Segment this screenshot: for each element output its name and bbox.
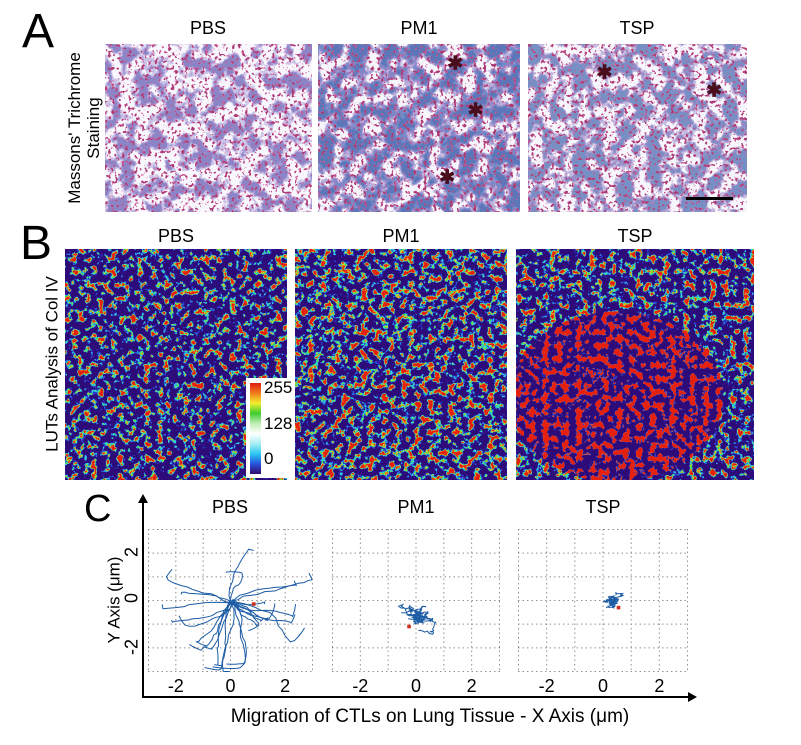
migration-track: [233, 600, 260, 632]
asterisk-marker: ✱: [439, 167, 456, 189]
x-tick-label: 2: [654, 676, 665, 696]
a-image-pm1: ✱ ✱ ✱: [318, 44, 520, 212]
x-tick-label: -2: [352, 676, 369, 696]
migration-track: [166, 568, 233, 603]
migration-track: [232, 602, 264, 622]
y-tick-2: 2: [121, 546, 142, 558]
x-axis-line: [142, 696, 690, 698]
c-plot-pbs: -2 0 2: [148, 529, 313, 696]
x-tick-label: 0: [597, 676, 608, 696]
migration-track: [397, 603, 418, 619]
panel-c-letter: C: [84, 488, 112, 530]
migration-track: [411, 616, 425, 624]
panel-a-letter: A: [22, 5, 55, 58]
c-plot-tsp: -2 0 2: [518, 529, 688, 696]
migration-track: [231, 601, 258, 627]
x-axis-arrow-icon: [688, 692, 697, 702]
colorbar-label-min: 0: [264, 449, 274, 468]
migration-track: [613, 597, 620, 602]
b-image-tsp: [516, 249, 754, 480]
panel-c-title-pbs: PBS: [211, 497, 249, 517]
colorbar-label-max: 255: [264, 378, 293, 397]
migration-track: [225, 571, 243, 603]
a-image-tsp: ✱ ✱: [528, 44, 747, 212]
colorbar-gradient: [250, 383, 261, 474]
x-tick-label: -2: [167, 676, 184, 696]
y-axis-line: [142, 503, 144, 698]
migration-track: [233, 573, 313, 602]
migration-track: [413, 605, 427, 616]
track-plot-svg: [518, 529, 688, 672]
asterisk-marker: ✱: [447, 53, 464, 75]
migration-track: [228, 548, 254, 601]
panel-c-title-tsp: TSP: [585, 497, 621, 517]
panel-a-title-tsp: TSP: [619, 18, 655, 38]
panel-b-side-label: LUTs Analysis of Col IV: [42, 276, 62, 452]
x-tick-label: 0: [225, 676, 236, 696]
asterisk-marker: ✱: [706, 80, 723, 102]
migration-track: [603, 600, 609, 603]
panel-b-letter: B: [20, 217, 53, 270]
panel-b-title-pm1: PM1: [382, 226, 420, 246]
migration-track: [195, 600, 235, 647]
panel-c-title-pm1: PM1: [397, 497, 435, 517]
migration-track: [226, 599, 246, 665]
migration-track: [204, 602, 231, 671]
panel-b-title-tsp: TSP: [617, 226, 653, 246]
asterisk-marker: ✱: [467, 100, 484, 122]
a-image-pbs: [105, 44, 312, 212]
migration-track: [214, 600, 231, 667]
red-marker: [616, 605, 621, 610]
x-axis-label: Migration of CTLs on Lung Tissue - X Axi…: [230, 706, 630, 727]
migration-track: [231, 599, 296, 624]
red-marker: [251, 602, 256, 606]
track-plot-svg: [332, 529, 500, 672]
migration-track: [171, 601, 235, 623]
colorbar-label-mid: 128: [264, 414, 293, 433]
colorbar: 255 128 0: [246, 378, 294, 478]
x-tick-label: 2: [280, 676, 291, 696]
y-tick-0: 0: [121, 592, 142, 604]
c-plot-pm1: -2 0 2: [332, 529, 500, 696]
migration-track: [609, 599, 617, 602]
migration-track: [234, 601, 306, 643]
panel-a-title-pm1: PM1: [400, 18, 438, 38]
migration-track: [204, 602, 234, 650]
b-image-pm1: [295, 249, 507, 480]
red-marker: [407, 624, 411, 629]
panel-a-side-label: Massons' Trichrome Staining: [65, 52, 103, 204]
b-image-pbs: [65, 249, 287, 480]
y-tick-m2: -2: [121, 638, 142, 656]
x-tick-label: 0: [410, 676, 421, 696]
x-tick-label: -2: [538, 676, 555, 696]
migration-track: [606, 601, 618, 609]
track-plot-svg: [148, 529, 313, 672]
migration-track: [407, 613, 423, 618]
migration-track: [180, 591, 233, 604]
x-tick-label: 2: [466, 676, 477, 696]
panel-a-side-label-line2: Staining: [84, 97, 103, 159]
asterisk-marker: ✱: [596, 62, 613, 84]
migration-track: [229, 603, 276, 621]
migration-track: [408, 615, 434, 623]
migration-track: [212, 601, 247, 669]
migration-track: [161, 601, 232, 610]
scale-bar: [686, 197, 733, 200]
panel-a-title-pbs: PBS: [189, 18, 227, 38]
panel-b-title-pbs: PBS: [157, 226, 195, 246]
panel-a-side-label-line1: Massons' Trichrome: [64, 52, 84, 204]
y-axis-arrow-icon: [138, 494, 148, 503]
